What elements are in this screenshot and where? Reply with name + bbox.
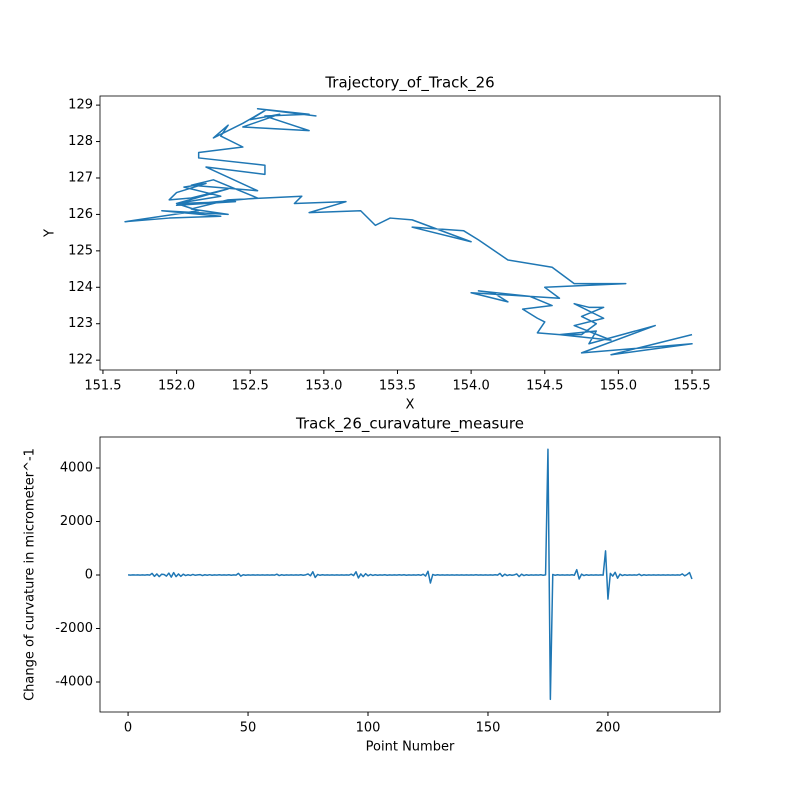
y-tick-label: 126 [68,207,93,222]
y-tick-label: -4000 [55,675,93,690]
x-tick-label: 100 [356,721,381,736]
x-tick-label: 154.5 [526,379,563,394]
x-tick-label: 200 [596,721,621,736]
y-tick-label: 0 [85,568,93,583]
x-tick-label: 153.5 [379,379,416,394]
x-axis-label: Point Number [366,740,455,755]
y-tick-label: 129 [68,98,93,113]
plot-area [99,436,721,713]
x-tick-label: 151.5 [84,379,121,394]
data-line [128,448,693,701]
chart-title: Trajectory_of_Track_26 [324,74,494,93]
y-tick-label: 124 [68,280,93,295]
x-tick-label: 152.0 [158,379,195,394]
y-tick-label: 123 [68,316,93,331]
x-tick-label: 155.5 [673,379,710,394]
chart-title: Track_26_curavature_measure [295,415,524,434]
y-tick-label: 122 [68,353,93,368]
x-tick-label: 153.0 [305,379,342,394]
x-tick-label: 152.5 [232,379,269,394]
x-axis-label: X [406,398,415,413]
x-tick-label: 154.0 [453,379,490,394]
y-tick-label: 2000 [60,514,93,529]
plot-area [99,95,721,371]
y-tick-label: -2000 [55,621,93,636]
x-tick-label: 150 [476,721,501,736]
y-tick-label: 128 [68,134,93,149]
x-tick-label: 155.0 [600,379,637,394]
y-axis-label: Y [43,229,58,238]
x-tick-label: 0 [124,721,132,736]
y-tick-label: 125 [68,243,93,258]
y-axis-label: Change of curvature in micrometer^-1 [23,448,38,701]
x-tick-label: 50 [240,721,257,736]
y-tick-label: 127 [68,170,93,185]
y-tick-label: 4000 [60,461,93,476]
data-line [124,108,693,356]
